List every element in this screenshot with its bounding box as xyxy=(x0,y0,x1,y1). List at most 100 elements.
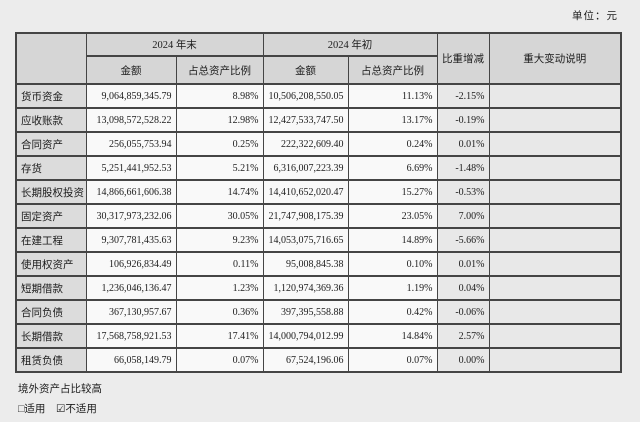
end-ratio-cell: 0.11% xyxy=(175,251,264,277)
start-amount-cell: 222,322,609.40 xyxy=(262,131,349,157)
end-ratio-cell: 1.23% xyxy=(175,275,264,301)
start-ratio-cell: 0.24% xyxy=(347,131,438,157)
note-cell xyxy=(488,179,622,205)
corner-cell xyxy=(15,32,87,85)
end-amount-cell: 9,064,859,345.79 xyxy=(85,83,177,109)
end-amount-cell: 17,568,758,921.53 xyxy=(85,323,177,349)
table-row: 在建工程 9,307,781,435.63 9.23% 14,053,075,716.… xyxy=(15,227,622,253)
start-ratio-cell: 0.07% xyxy=(347,347,438,373)
note-cell xyxy=(488,203,622,229)
end-ratio-cell: 0.36% xyxy=(175,299,264,325)
note-cell xyxy=(488,155,622,181)
end-amount-cell: 30,317,973,232.06 xyxy=(85,203,177,229)
row-label-cell: 在建工程 xyxy=(15,227,87,253)
end-ratio-cell: 12.98% xyxy=(175,107,264,133)
end-ratio-cell: 0.25% xyxy=(175,131,264,157)
end-ratio-cell: 8.98% xyxy=(175,83,264,109)
table-row: 使用权资产 106,926,834.49 0.11% 95,008,845.38 0.1… xyxy=(15,251,622,277)
row-label-cell: 合同资产 xyxy=(15,131,87,157)
start-ratio-cell: 23.05% xyxy=(347,203,438,229)
end-ratio-cell: 17.41% xyxy=(175,323,264,349)
row-label-cell: 租赁负债 xyxy=(15,347,87,373)
start-amount-cell: 67,524,196.06 xyxy=(262,347,349,373)
note-cell xyxy=(488,323,622,349)
note-cell xyxy=(488,131,622,157)
note-cell xyxy=(488,251,622,277)
row-label-cell: 长期借款 xyxy=(15,323,87,349)
start-ratio-cell: 6.69% xyxy=(347,155,438,181)
end-amount-cell: 9,307,781,435.63 xyxy=(85,227,177,253)
end-ratio-cell: 14.74% xyxy=(175,179,264,205)
start-ratio-cell: 0.42% xyxy=(347,299,438,325)
not-applicable-checkbox: ☑不适用 xyxy=(55,404,97,415)
change-cell: 7.00% xyxy=(436,203,490,229)
row-label-cell: 应收账款 xyxy=(15,107,87,133)
explanation-header: 重大变动说明 xyxy=(488,32,622,85)
end-amount-cell: 66,058,149.79 xyxy=(85,347,177,373)
start-amount-cell: 12,427,533,747.50 xyxy=(262,107,349,133)
change-cell: 0.01% xyxy=(436,131,490,157)
header-row-metrics: 金额 占总资产比例 金额 占总资产比例 xyxy=(16,55,621,85)
table-row: 短期借款 1,236,046,136.47 1.23% 1,120,974,369.3… xyxy=(15,275,622,301)
row-label-cell: 长期股权投资 xyxy=(15,179,87,205)
table-row: 存货 5,251,441,952.53 5.21% 6,316,007,223.39 6… xyxy=(15,155,622,181)
table-row: 固定资产 30,317,973,232.06 30.05% 21,747,908,17… xyxy=(15,203,622,229)
row-label-cell: 存货 xyxy=(15,155,87,181)
row-label-cell: 固定资产 xyxy=(15,203,87,229)
start-ratio-cell: 1.19% xyxy=(347,275,438,301)
table-row: 租赁负债 66,058,149.79 0.07% 67,524,196.06 0.07%… xyxy=(15,347,622,373)
period-end-header: 2024 年末 xyxy=(85,32,264,57)
change-cell: -5.66% xyxy=(436,227,490,253)
start-ratio-cell: 0.10% xyxy=(347,251,438,277)
change-header: 比重增减 xyxy=(436,32,490,85)
start-amount-cell: 14,410,652,020.47 xyxy=(262,179,349,205)
header-row-periods: 2024 年末 2024 年初 比重增减 重大变动说明 xyxy=(15,32,622,85)
start-ratio-cell: 13.17% xyxy=(347,107,438,133)
note-cell xyxy=(488,299,622,325)
note-cell xyxy=(488,275,622,301)
note-cell xyxy=(488,107,622,133)
end-amount-cell: 256,055,753.94 xyxy=(85,131,177,157)
table-row: 长期股权投资 14,866,661,606.38 14.74% 14,410,652,… xyxy=(15,179,622,205)
change-cell: 0.01% xyxy=(436,251,490,277)
table-row: 合同负债 367,130,957.67 0.36% 397,395,558.88 0.4… xyxy=(15,299,622,325)
start-amount-cell: 14,053,075,716.65 xyxy=(262,227,349,253)
change-cell: 2.57% xyxy=(436,323,490,349)
overseas-assets-note: 境外资产占比较高 xyxy=(18,384,102,395)
applicable-checkbox: □适用 xyxy=(18,404,46,415)
table-body: 货币资金 9,064,859,345.79 8.98% 10,506,208,550.… xyxy=(15,83,622,373)
end-amount-cell: 367,130,957.67 xyxy=(85,299,177,325)
change-cell: 0.00% xyxy=(436,347,490,373)
start-ratio-cell: 14.84% xyxy=(347,323,438,349)
start-ratio-cell: 14.89% xyxy=(347,227,438,253)
change-cell: -1.48% xyxy=(436,155,490,181)
change-cell: -2.15% xyxy=(436,83,490,109)
end-amount-cell: 14,866,661,606.38 xyxy=(85,179,177,205)
end-amount-header: 金额 xyxy=(85,55,177,85)
note-cell xyxy=(488,347,622,373)
change-cell: 0.04% xyxy=(436,275,490,301)
start-ratio-cell: 15.27% xyxy=(347,179,438,205)
start-ratio-cell: 11.13% xyxy=(347,83,438,109)
table-row: 长期借款 17,568,758,921.53 17.41% 14,000,794,01… xyxy=(15,323,622,349)
period-start-header: 2024 年初 xyxy=(262,32,438,57)
start-amount-cell: 397,395,558.88 xyxy=(262,299,349,325)
note-cell xyxy=(488,83,622,109)
start-amount-cell: 6,316,007,223.39 xyxy=(262,155,349,181)
end-amount-cell: 13,098,572,528.22 xyxy=(85,107,177,133)
end-amount-cell: 5,251,441,952.53 xyxy=(85,155,177,181)
end-ratio-cell: 0.07% xyxy=(175,347,264,373)
row-label-cell: 合同负债 xyxy=(15,299,87,325)
change-cell: -0.19% xyxy=(436,107,490,133)
start-amount-header: 金额 xyxy=(262,55,349,85)
note-cell xyxy=(488,227,622,253)
end-amount-cell: 106,926,834.49 xyxy=(85,251,177,277)
end-ratio-cell: 9.23% xyxy=(175,227,264,253)
end-ratio-header: 占总资产比例 xyxy=(175,55,264,85)
start-amount-cell: 14,000,794,012.99 xyxy=(262,323,349,349)
end-ratio-cell: 30.05% xyxy=(175,203,264,229)
change-cell: -0.06% xyxy=(436,299,490,325)
table-row: 应收账款 13,098,572,528.22 12.98% 12,427,533,74… xyxy=(15,107,622,133)
start-amount-cell: 21,747,908,175.39 xyxy=(262,203,349,229)
